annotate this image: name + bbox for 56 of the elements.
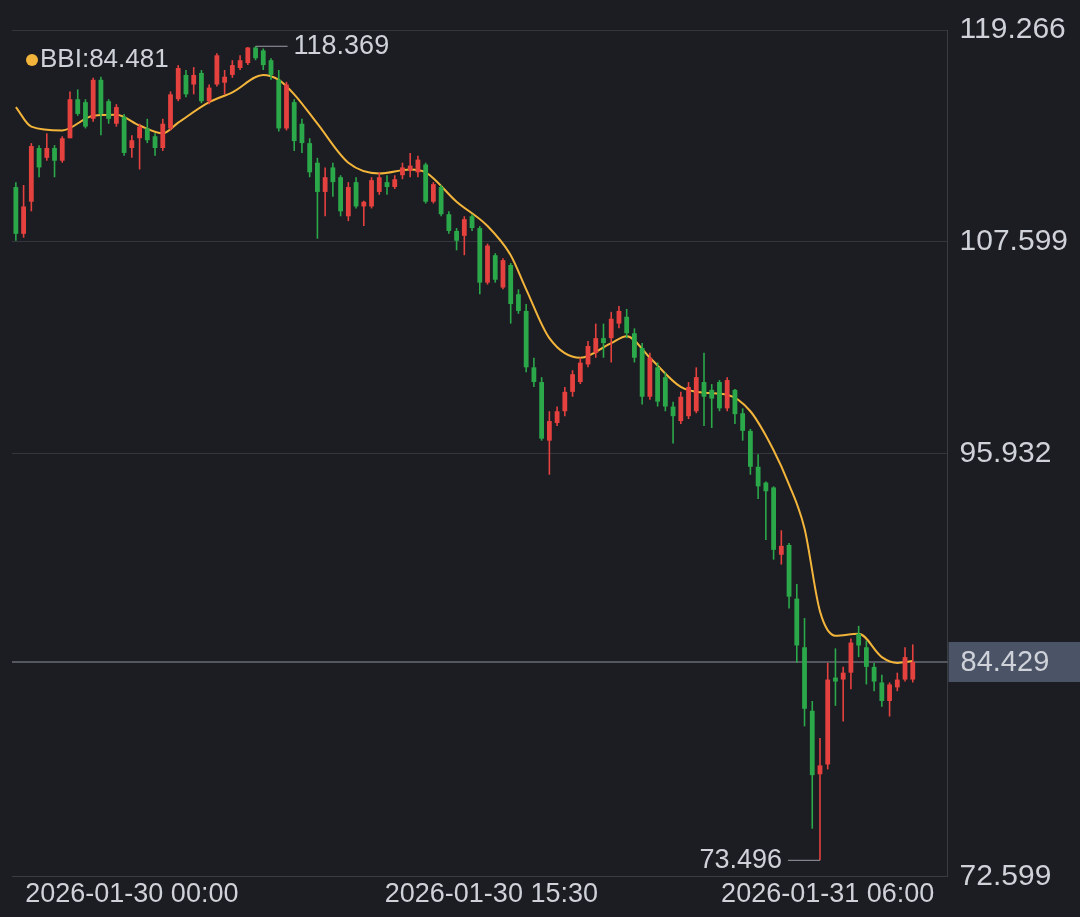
candlestick bbox=[755, 453, 761, 500]
candlestick bbox=[245, 46, 251, 66]
candlestick bbox=[894, 671, 900, 692]
candlestick bbox=[322, 166, 328, 218]
annotation: 118.369 bbox=[293, 29, 390, 60]
candlestick bbox=[910, 643, 916, 684]
candlestick bbox=[516, 288, 521, 315]
candlestick bbox=[376, 171, 382, 196]
candlestick bbox=[113, 103, 119, 128]
y-tick-label: 95.932 bbox=[959, 434, 1052, 468]
candlestick bbox=[191, 66, 197, 96]
x-tick-label: 2026-01-31 06:00 bbox=[721, 878, 935, 909]
candlestick bbox=[593, 322, 599, 359]
candlestick bbox=[44, 132, 50, 162]
candlestick bbox=[740, 407, 746, 442]
x-tick-label: 2026-01-30 00:00 bbox=[25, 878, 239, 909]
candlestick bbox=[624, 308, 630, 339]
candlestick bbox=[833, 647, 838, 707]
candlestick bbox=[840, 666, 846, 723]
candlestick bbox=[144, 118, 150, 144]
candlestick bbox=[608, 311, 614, 364]
candlestick bbox=[407, 152, 413, 179]
candlestick bbox=[260, 47, 266, 71]
candlestick bbox=[577, 356, 583, 385]
y-tick-label: 119.266 bbox=[959, 11, 1066, 45]
candlestick bbox=[562, 386, 568, 417]
x-tick-label: 2026-01-30 15:30 bbox=[384, 878, 598, 909]
candlestick bbox=[330, 161, 336, 198]
y-tick-label: 72.599 bbox=[959, 857, 1052, 891]
candlestick bbox=[601, 322, 606, 359]
candlestick bbox=[887, 681, 892, 718]
legend-label: BBI:84.481 bbox=[40, 43, 169, 74]
candlestick bbox=[106, 98, 112, 125]
candlestick bbox=[546, 410, 552, 476]
candlestick bbox=[75, 88, 81, 117]
candlestick bbox=[856, 625, 862, 658]
candlestick bbox=[206, 83, 212, 105]
candlestick bbox=[52, 144, 57, 179]
candlestick bbox=[763, 480, 769, 541]
candlestick bbox=[129, 134, 135, 159]
candlestick bbox=[778, 529, 784, 566]
candlestick bbox=[430, 181, 436, 205]
candlestick bbox=[222, 69, 228, 96]
candlestick bbox=[879, 673, 885, 708]
candlestick bbox=[709, 383, 715, 429]
candlestick bbox=[446, 210, 452, 235]
ref-line-label: 84.429 bbox=[960, 644, 1050, 677]
annotation: 73.496 bbox=[699, 843, 782, 874]
candlestick bbox=[461, 215, 467, 257]
candlestick bbox=[454, 227, 459, 252]
candlestick bbox=[570, 369, 575, 398]
candlestick bbox=[871, 662, 877, 692]
candlestick bbox=[137, 122, 142, 171]
y-tick-label: 107.599 bbox=[959, 222, 1069, 256]
candlestick bbox=[59, 135, 65, 164]
candlestick bbox=[863, 639, 869, 686]
